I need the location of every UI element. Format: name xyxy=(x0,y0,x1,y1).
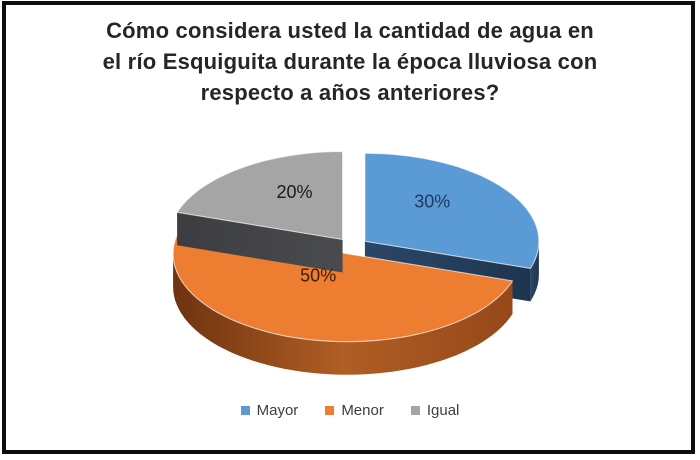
legend-swatch-igual xyxy=(410,405,420,415)
chart-title: Cómo considera usted la cantidad de agua… xyxy=(102,18,598,106)
legend-swatch-mayor xyxy=(240,405,250,415)
legend-item-menor: Menor xyxy=(325,402,384,419)
pie-slice-igual xyxy=(176,150,344,241)
data-label-menor: 50% xyxy=(300,265,336,285)
legend-label: Menor xyxy=(341,401,384,419)
legend-swatch-menor xyxy=(325,405,335,415)
pie-slice-igual-cut-side xyxy=(177,212,343,273)
legend: Mayor Menor Igual xyxy=(0,399,700,421)
data-label-igual: 20% xyxy=(276,182,312,202)
legend-item-mayor: Mayor xyxy=(240,401,299,419)
pie-slice-menor-rim-side xyxy=(173,253,513,375)
data-label-mayor: 30% xyxy=(414,192,450,212)
legend-label: Igual xyxy=(426,401,460,419)
legend-label: Mayor xyxy=(256,401,299,419)
legend-item-igual: Igual xyxy=(410,401,460,419)
pie-slice-mayor xyxy=(364,152,540,269)
